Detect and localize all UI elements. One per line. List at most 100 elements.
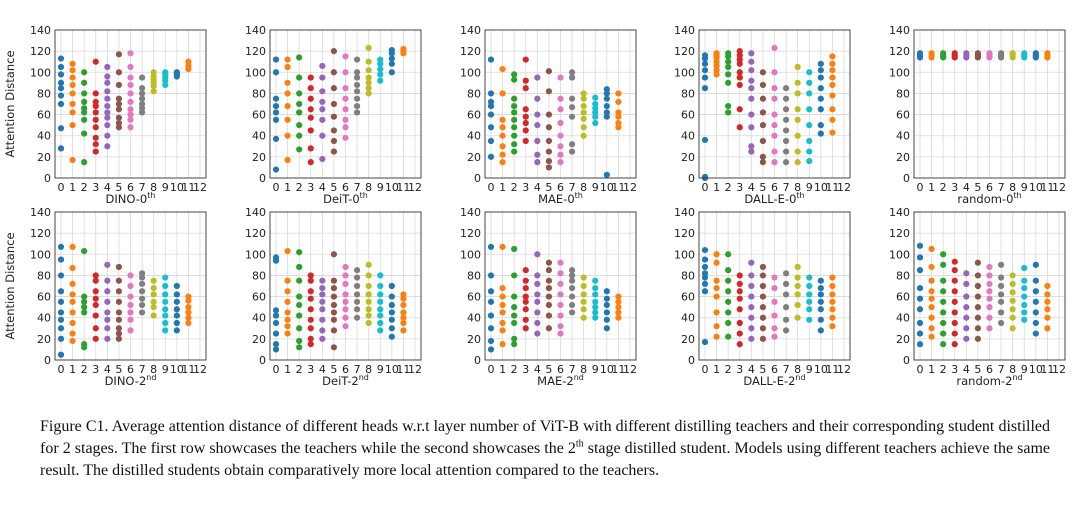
data-point [365,90,372,97]
data-point [817,327,824,334]
x-tick-label: 8 [365,363,372,376]
x-tick-label: 9 [806,181,813,194]
data-point [1044,306,1051,313]
data-point [499,309,506,316]
data-point [92,141,99,148]
x-tick-label: 9 [162,181,169,194]
data-point [701,338,709,346]
data-point [615,309,622,316]
data-point [342,298,349,305]
data-point [173,298,180,305]
chart-title: MAE-2nd [537,373,584,388]
x-tick-label: 0 [58,363,65,376]
x-tick-label: 5 [545,181,552,194]
data-point [365,282,372,290]
data-point [522,85,529,92]
y-tick-label: 80 [37,87,51,100]
x-tick-label: 9 [1021,363,1028,376]
data-point [104,109,111,116]
data-point [104,88,111,95]
data-point [92,116,99,123]
data-point [342,134,349,141]
data-point [377,319,384,327]
data-point [771,148,778,155]
data-point [353,274,361,281]
data-point [701,173,709,181]
data-point [127,106,134,113]
caption-label: Figure C1. [40,418,109,435]
x-tick-label: 1 [713,363,720,376]
y-tick-label: 80 [896,87,910,100]
data-point [185,304,192,311]
data-point [557,280,564,287]
data-point [511,132,518,139]
data-point [817,306,824,313]
data-point [185,58,192,65]
data-point [603,295,610,302]
data-point [771,333,778,340]
data-point [115,309,123,316]
data-point [81,69,88,76]
y-tick-label: 80 [467,269,481,282]
data-point [173,327,180,334]
x-tick-label: 5 [974,181,981,194]
data-point [388,325,395,332]
data-point [115,316,123,323]
data-point [104,325,111,332]
data-point [817,74,824,81]
x-tick-label: 2 [511,363,518,376]
data-point [115,288,123,295]
data-point [511,124,518,131]
plot-frame [269,29,422,179]
data-point [104,103,111,110]
x-tick-label: 11 [181,363,195,376]
data-point [92,58,99,65]
data-point [272,341,280,348]
data-point [522,325,529,332]
data-point [817,298,824,305]
data-point [806,291,813,298]
data-point [951,330,958,337]
y-tick-label: 120 [460,45,481,58]
data-point [592,285,599,292]
data-point [127,309,134,316]
data-point [342,323,349,330]
data-point [817,285,824,292]
data-point [713,333,720,340]
data-point [377,282,384,290]
data-point [296,90,303,97]
data-point [580,282,587,290]
data-point [534,95,541,102]
x-tick-label: 10 [600,363,614,376]
y-tick-label: 20 [37,333,51,346]
data-point [603,301,610,309]
data-point [104,277,111,284]
data-point [284,90,291,97]
data-point [162,69,169,76]
data-point [748,77,755,84]
data-point [1032,298,1039,305]
data-point [997,274,1005,281]
y-tick-label: 40 [896,312,910,325]
x-tick-label: 11 [396,363,410,376]
data-point [615,293,622,300]
data-point [296,312,303,319]
data-point [330,137,338,145]
data-point [307,114,314,121]
data-point [319,88,326,95]
x-tick-label: 8 [150,363,157,376]
data-point [940,319,947,327]
data-point [353,69,361,76]
data-point [759,153,767,160]
y-tick-label: 40 [252,130,266,143]
x-tick-label: 12 [193,181,207,194]
data-point [951,298,958,305]
data-point [771,85,778,92]
x-tick-label: 0 [273,181,280,194]
data-point [377,291,384,298]
data-point [150,69,157,76]
y-tick-label: 60 [37,109,51,122]
x-tick-label: 12 [408,363,422,376]
